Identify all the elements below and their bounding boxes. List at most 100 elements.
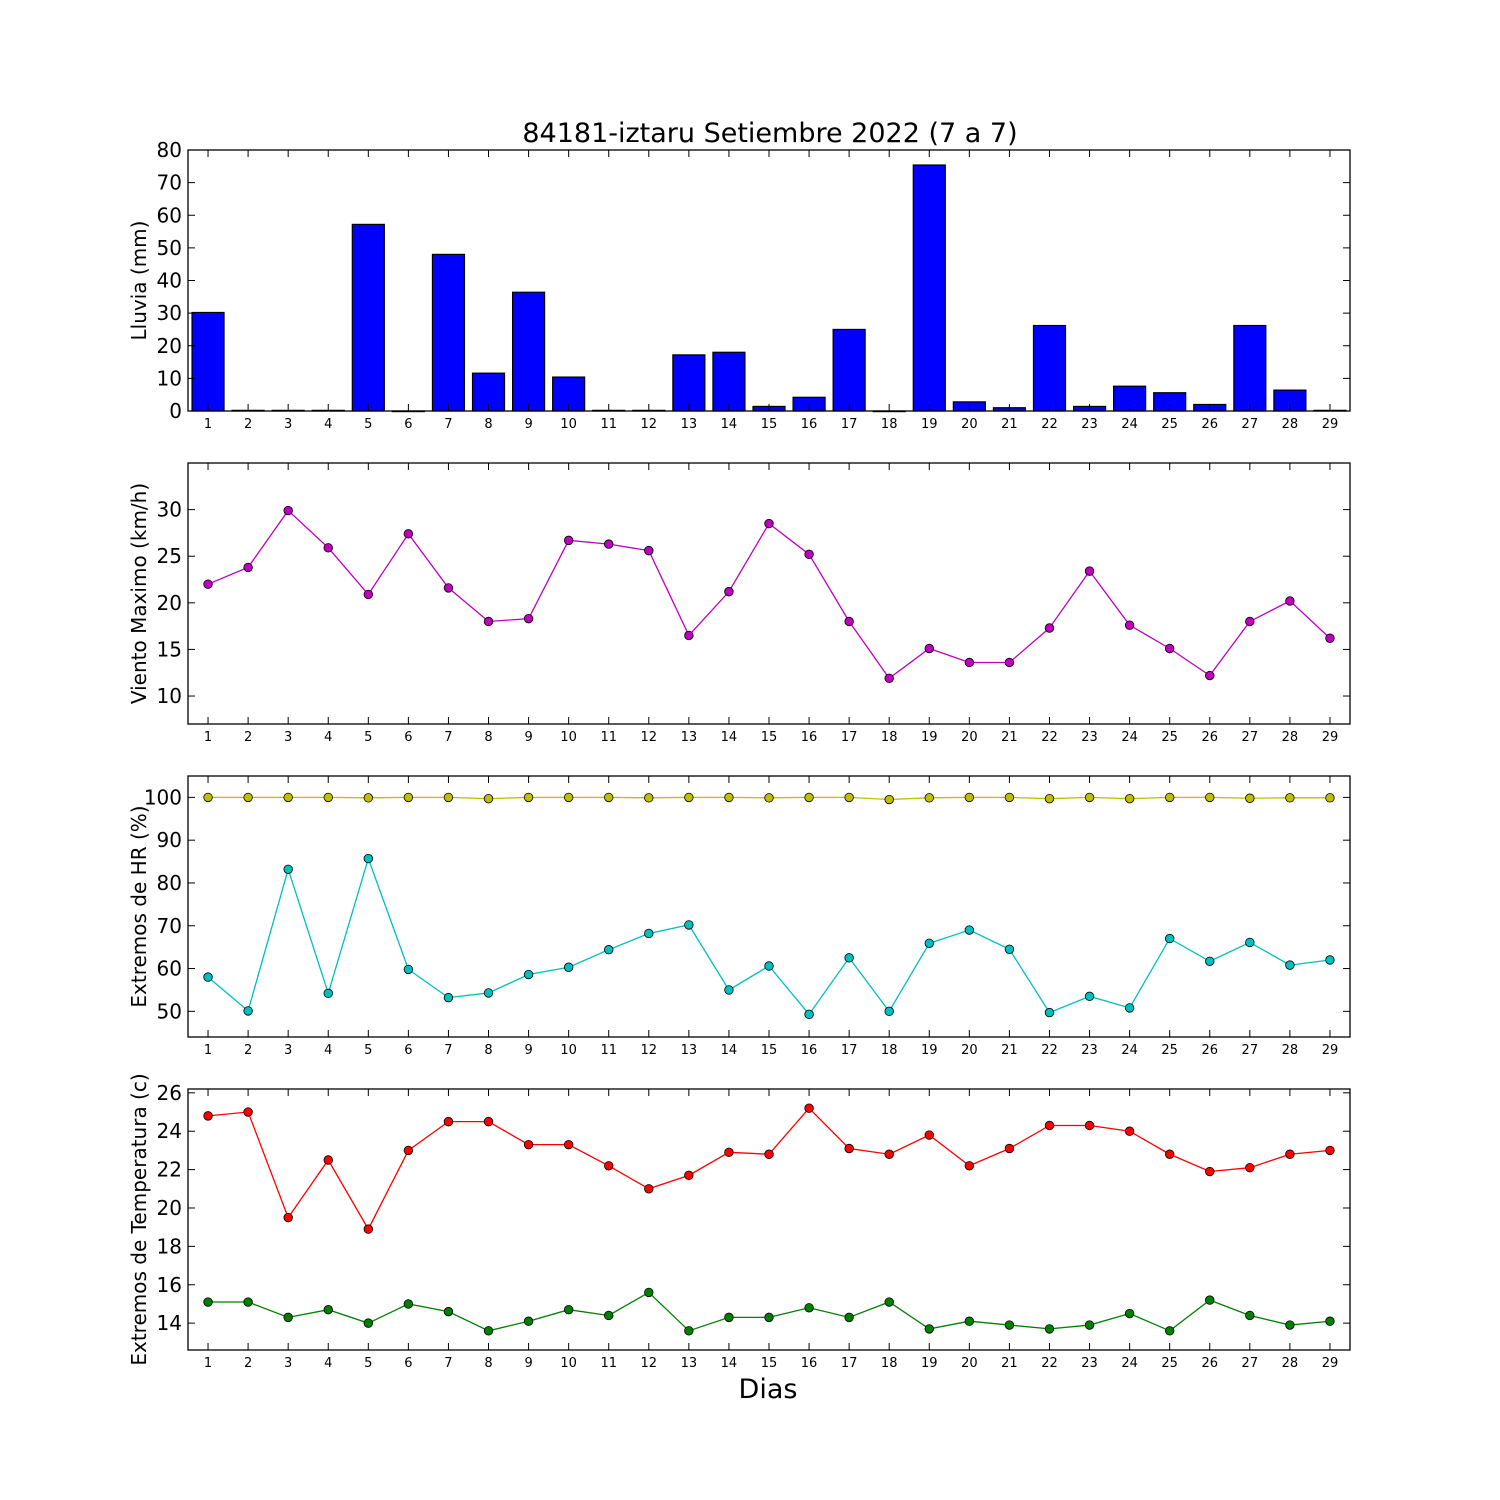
point-series-2-day-7 — [443, 1306, 454, 1317]
point-series-1-day-11 — [604, 539, 614, 549]
point-series-2-day-27 — [1245, 1310, 1255, 1321]
point-series-2-day-16 — [804, 1303, 814, 1313]
point-series-2-day-12 — [644, 1287, 654, 1298]
point-series-1-day-6 — [403, 529, 414, 539]
point-series-2-day-20 — [964, 925, 975, 935]
point-series-1-day-12 — [644, 793, 654, 803]
x-tick-label: 12 — [641, 1043, 658, 1058]
point-series-1-day-6 — [403, 1145, 414, 1156]
x-tick-label: 19 — [921, 1356, 938, 1371]
y-tick-label: 30 — [157, 301, 182, 325]
y-tick-label: 10 — [157, 684, 182, 708]
point-series-2-day-10 — [563, 962, 574, 972]
point-series-2-day-26 — [1205, 1295, 1215, 1305]
y-axis-label: Extremos de Temperatura (c) — [127, 1073, 151, 1365]
x-tick-label: 7 — [444, 417, 452, 432]
point-series-1-day-11 — [604, 1161, 614, 1171]
point-series-1-day-7 — [443, 792, 454, 803]
bar-day-14 — [712, 351, 746, 412]
point-series-1-day-4 — [323, 1155, 333, 1165]
point-series-1-day-28 — [1285, 596, 1295, 606]
x-tick-label: 10 — [560, 417, 577, 432]
x-tick-label: 29 — [1322, 1043, 1339, 1058]
plot-frame — [187, 775, 1351, 1038]
point-series-1-day-20 — [964, 1161, 975, 1171]
x-tick-label: 17 — [841, 1043, 858, 1058]
point-series-1-day-24 — [1124, 620, 1135, 630]
point-series-1-day-12 — [644, 1184, 654, 1194]
bar-day-19 — [912, 164, 946, 412]
x-tick-label: 13 — [681, 417, 698, 432]
y-tick-label: 70 — [157, 171, 182, 195]
x-tick-label: 1 — [204, 730, 212, 745]
x-tick-label: 28 — [1282, 1356, 1299, 1371]
point-series-2-day-16 — [804, 1009, 814, 1020]
point-series-1-day-20 — [964, 657, 975, 668]
x-tick-label: 8 — [484, 1043, 492, 1058]
point-series-1-day-24 — [1124, 793, 1135, 804]
x-tick-label: 24 — [1121, 1043, 1138, 1058]
point-series-2-day-3 — [283, 864, 293, 874]
x-tick-label: 7 — [444, 1043, 452, 1058]
point-series-1-day-26 — [1205, 792, 1215, 803]
x-tick-label: 6 — [404, 1043, 412, 1058]
x-tick-label: 27 — [1242, 417, 1259, 432]
point-series-2-day-19 — [924, 938, 934, 948]
point-series-2-day-2 — [243, 1297, 253, 1307]
x-tick-label: 9 — [524, 1043, 532, 1058]
point-series-1-day-8 — [483, 1116, 494, 1127]
x-tick-label: 25 — [1161, 1356, 1178, 1371]
point-series-1-day-27 — [1245, 616, 1255, 627]
point-series-1-day-20 — [964, 792, 975, 803]
x-tick-label: 15 — [761, 1356, 778, 1371]
x-tick-label: 20 — [961, 730, 978, 745]
point-series-1-day-21 — [1004, 657, 1015, 668]
point-series-2-day-9 — [523, 1316, 534, 1326]
x-tick-label: 13 — [681, 1043, 698, 1058]
point-series-1-day-15 — [764, 518, 774, 529]
point-series-1-day-24 — [1124, 1126, 1135, 1136]
y-tick-label: 60 — [157, 203, 182, 227]
point-series-2-day-12 — [644, 928, 654, 939]
point-series-1-day-18 — [884, 1149, 894, 1159]
point-series-1-day-5 — [363, 793, 374, 803]
point-series-1-day-23 — [1084, 1120, 1095, 1131]
point-series-1-day-3 — [283, 505, 293, 516]
y-tick-label: 16 — [157, 1273, 182, 1297]
point-series-2-day-29 — [1325, 955, 1335, 965]
point-series-1-day-19 — [924, 793, 934, 803]
point-series-2-day-2 — [243, 1006, 253, 1016]
y-axis-label: Extremos de HR (%) — [127, 805, 151, 1007]
point-series-1-day-25 — [1164, 792, 1175, 803]
x-tick-label: 2 — [244, 417, 252, 432]
point-series-2-day-25 — [1164, 933, 1175, 944]
x-tick-label: 3 — [284, 1043, 292, 1058]
y-tick-label: 40 — [157, 269, 182, 293]
point-series-2-day-24 — [1124, 1308, 1135, 1319]
x-tick-label: 27 — [1242, 1043, 1259, 1058]
x-tick-label: 3 — [284, 1356, 292, 1371]
series-line-2 — [208, 1291, 1331, 1332]
point-series-1-day-18 — [884, 673, 894, 684]
x-tick-label: 13 — [681, 730, 698, 745]
bar-day-13 — [672, 354, 706, 412]
x-tick-label: 17 — [841, 730, 858, 745]
x-tick-label: 4 — [324, 1043, 332, 1058]
point-series-1-day-27 — [1245, 793, 1255, 803]
point-series-1-day-3 — [283, 792, 293, 803]
x-tick-label: 5 — [364, 1043, 372, 1058]
point-series-1-day-4 — [323, 792, 333, 803]
point-series-1-day-2 — [243, 792, 253, 803]
point-series-1-day-26 — [1205, 1166, 1215, 1177]
point-series-2-day-5 — [363, 853, 374, 864]
plot-frame — [187, 462, 1351, 725]
x-tick-label: 25 — [1161, 730, 1178, 745]
x-tick-label: 8 — [484, 417, 492, 432]
point-series-1-day-10 — [563, 535, 574, 546]
y-axis-label: Viento Maximo (km/h) — [127, 483, 151, 704]
point-series-2-day-15 — [764, 1312, 774, 1323]
x-tick-label: 21 — [1001, 1043, 1018, 1058]
bar-day-9 — [511, 291, 546, 412]
point-series-2-day-17 — [844, 1312, 854, 1323]
point-series-2-day-24 — [1124, 1003, 1135, 1013]
